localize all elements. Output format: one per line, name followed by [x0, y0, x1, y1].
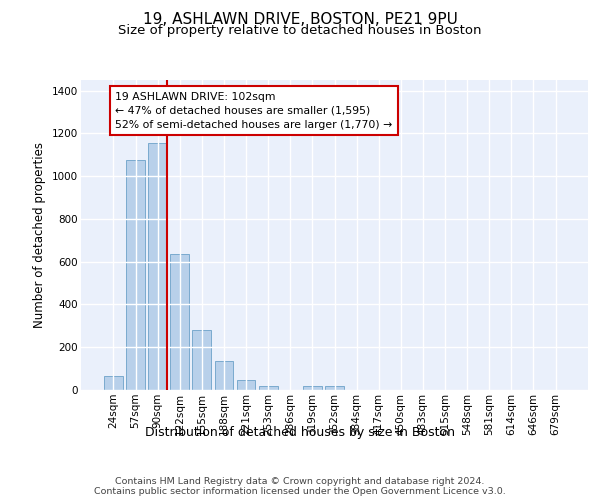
Bar	[193, 330, 211, 390]
Bar	[215, 361, 233, 390]
Bar	[236, 380, 256, 390]
Bar	[259, 386, 278, 390]
Bar	[170, 254, 189, 390]
Text: 19 ASHLAWN DRIVE: 102sqm
← 47% of detached houses are smaller (1,595)
52% of sem: 19 ASHLAWN DRIVE: 102sqm ← 47% of detach…	[115, 92, 392, 130]
Text: Distribution of detached houses by size in Boston: Distribution of detached houses by size …	[145, 426, 455, 439]
Text: Size of property relative to detached houses in Boston: Size of property relative to detached ho…	[118, 24, 482, 37]
Bar	[325, 386, 344, 390]
Bar	[126, 160, 145, 390]
Text: 19, ASHLAWN DRIVE, BOSTON, PE21 9PU: 19, ASHLAWN DRIVE, BOSTON, PE21 9PU	[143, 12, 457, 28]
Text: Contains HM Land Registry data © Crown copyright and database right 2024.
Contai: Contains HM Land Registry data © Crown c…	[94, 476, 506, 496]
Bar	[303, 386, 322, 390]
Bar	[148, 143, 167, 390]
Y-axis label: Number of detached properties: Number of detached properties	[34, 142, 46, 328]
Bar	[104, 376, 123, 390]
